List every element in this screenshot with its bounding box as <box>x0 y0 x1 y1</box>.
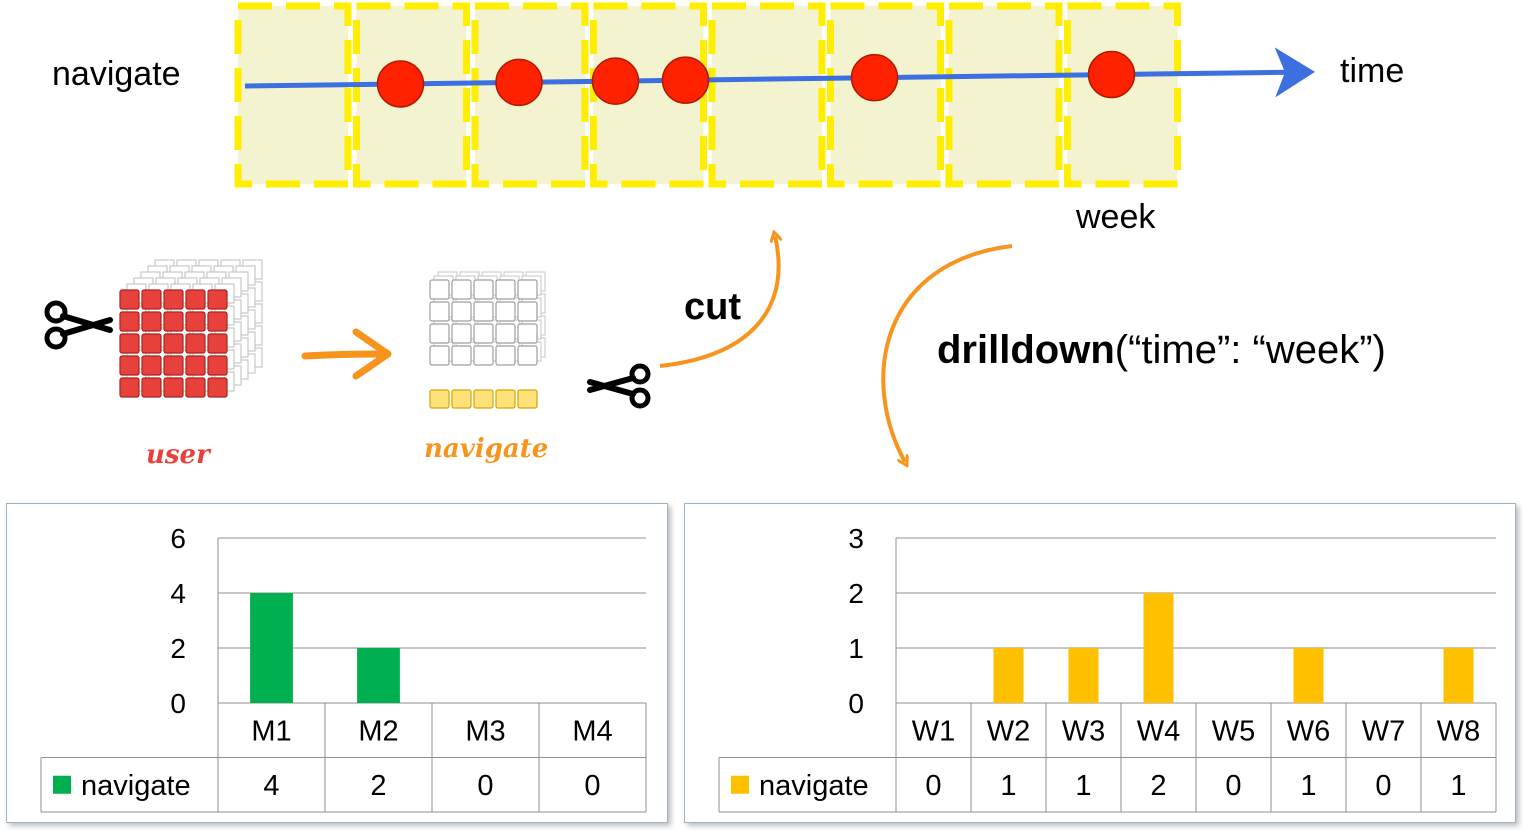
table-value: 2 <box>1150 770 1166 802</box>
timeline-diagram <box>44 2 1315 500</box>
drilldown-args: (“time”: “week”) <box>1114 328 1386 372</box>
cut-label: cut <box>684 286 741 328</box>
y-tick-label: 0 <box>170 688 186 719</box>
category-label: M1 <box>251 715 291 747</box>
category-label: M2 <box>358 715 398 747</box>
week-label: week <box>1076 198 1156 236</box>
legend-key <box>53 775 71 794</box>
category-label: W6 <box>1287 715 1331 747</box>
drilldown-arrow-icon <box>881 244 1013 462</box>
navigate-label: navigate <box>52 55 181 93</box>
week-bucket <box>708 2 826 188</box>
legend-label: navigate <box>759 770 869 802</box>
event-dot <box>495 58 543 107</box>
event-dots <box>376 50 1136 108</box>
event-dot <box>591 57 640 105</box>
weekly-bar-chart: 0 1 2 3 W1 0 W2 1 W3 1 W4 2 W5 0 W6 1 W7 0 W8 1 navigate <box>718 523 1497 813</box>
cut-arrow-icon <box>659 236 779 368</box>
table-value: 1 <box>1300 770 1316 802</box>
week-buckets <box>234 2 1181 188</box>
event-dot <box>1087 50 1136 99</box>
legend-label: navigate <box>81 770 191 802</box>
scissors-icon <box>587 363 651 409</box>
time-axis-label: time <box>1340 52 1405 90</box>
table-value: 2 <box>370 770 386 802</box>
bar <box>1068 648 1099 703</box>
y-tick-label: 0 <box>848 688 864 719</box>
table-value: 1 <box>1450 770 1466 802</box>
bar <box>250 593 293 703</box>
event-dot <box>661 56 710 104</box>
user-cube-icon <box>119 259 263 398</box>
category-label: W1 <box>912 715 956 747</box>
bar <box>1443 648 1474 703</box>
y-tick-label: 1 <box>848 633 864 664</box>
y-tick-label: 3 <box>848 523 864 554</box>
monthly-chart-panel: 0 2 4 6 M1 4 M2 2 M3 0 M4 0 navigate <box>6 503 668 823</box>
category-label: M4 <box>572 715 612 747</box>
event-dot <box>850 53 899 102</box>
monthly-bar-chart: 0 2 4 6 M1 4 M2 2 M3 0 M4 0 navigate <box>40 523 647 813</box>
bar <box>993 648 1024 703</box>
event-dot <box>376 60 425 108</box>
table-value: 1 <box>1075 770 1091 802</box>
bar <box>1143 593 1174 703</box>
y-tick-label: 4 <box>170 578 186 609</box>
category-label: W5 <box>1212 715 1256 747</box>
scissors-icon <box>44 300 113 350</box>
y-tick-label: 2 <box>848 578 864 609</box>
category-label: W2 <box>987 715 1031 747</box>
right-arrow-icon <box>301 328 392 380</box>
weekly-chart-panel: 0 1 2 3 W1 0 W2 1 W3 1 W4 2 W5 0 W6 1 W7 0 W8 1 navigate <box>684 503 1516 823</box>
table-value: 1 <box>1000 770 1016 802</box>
category-label: W8 <box>1437 715 1481 747</box>
table-value: 0 <box>1225 770 1241 802</box>
table-value: 0 <box>477 770 493 802</box>
y-tick-label: 2 <box>170 633 186 664</box>
bar <box>357 648 400 703</box>
table-value: 0 <box>1375 770 1391 802</box>
category-label: W3 <box>1062 715 1106 747</box>
week-bucket <box>945 2 1063 188</box>
drilldown-expression: drilldown(“time”: “week”) <box>937 328 1386 373</box>
legend-key <box>731 775 749 794</box>
drilldown-keyword: drilldown <box>937 328 1115 372</box>
navigate-cube-icon <box>429 271 546 409</box>
navigate-cube-caption: navigate <box>424 434 549 464</box>
y-tick-label: 6 <box>170 523 186 554</box>
table-value: 4 <box>263 770 279 802</box>
category-label: M3 <box>465 715 505 747</box>
bar <box>1293 648 1324 703</box>
category-label: W4 <box>1137 715 1181 747</box>
table-value: 0 <box>584 770 600 802</box>
category-label: W7 <box>1362 715 1406 747</box>
week-bucket <box>353 2 470 188</box>
table-value: 0 <box>925 770 941 802</box>
user-cube-caption: user <box>146 440 210 470</box>
week-bucket <box>234 2 352 188</box>
